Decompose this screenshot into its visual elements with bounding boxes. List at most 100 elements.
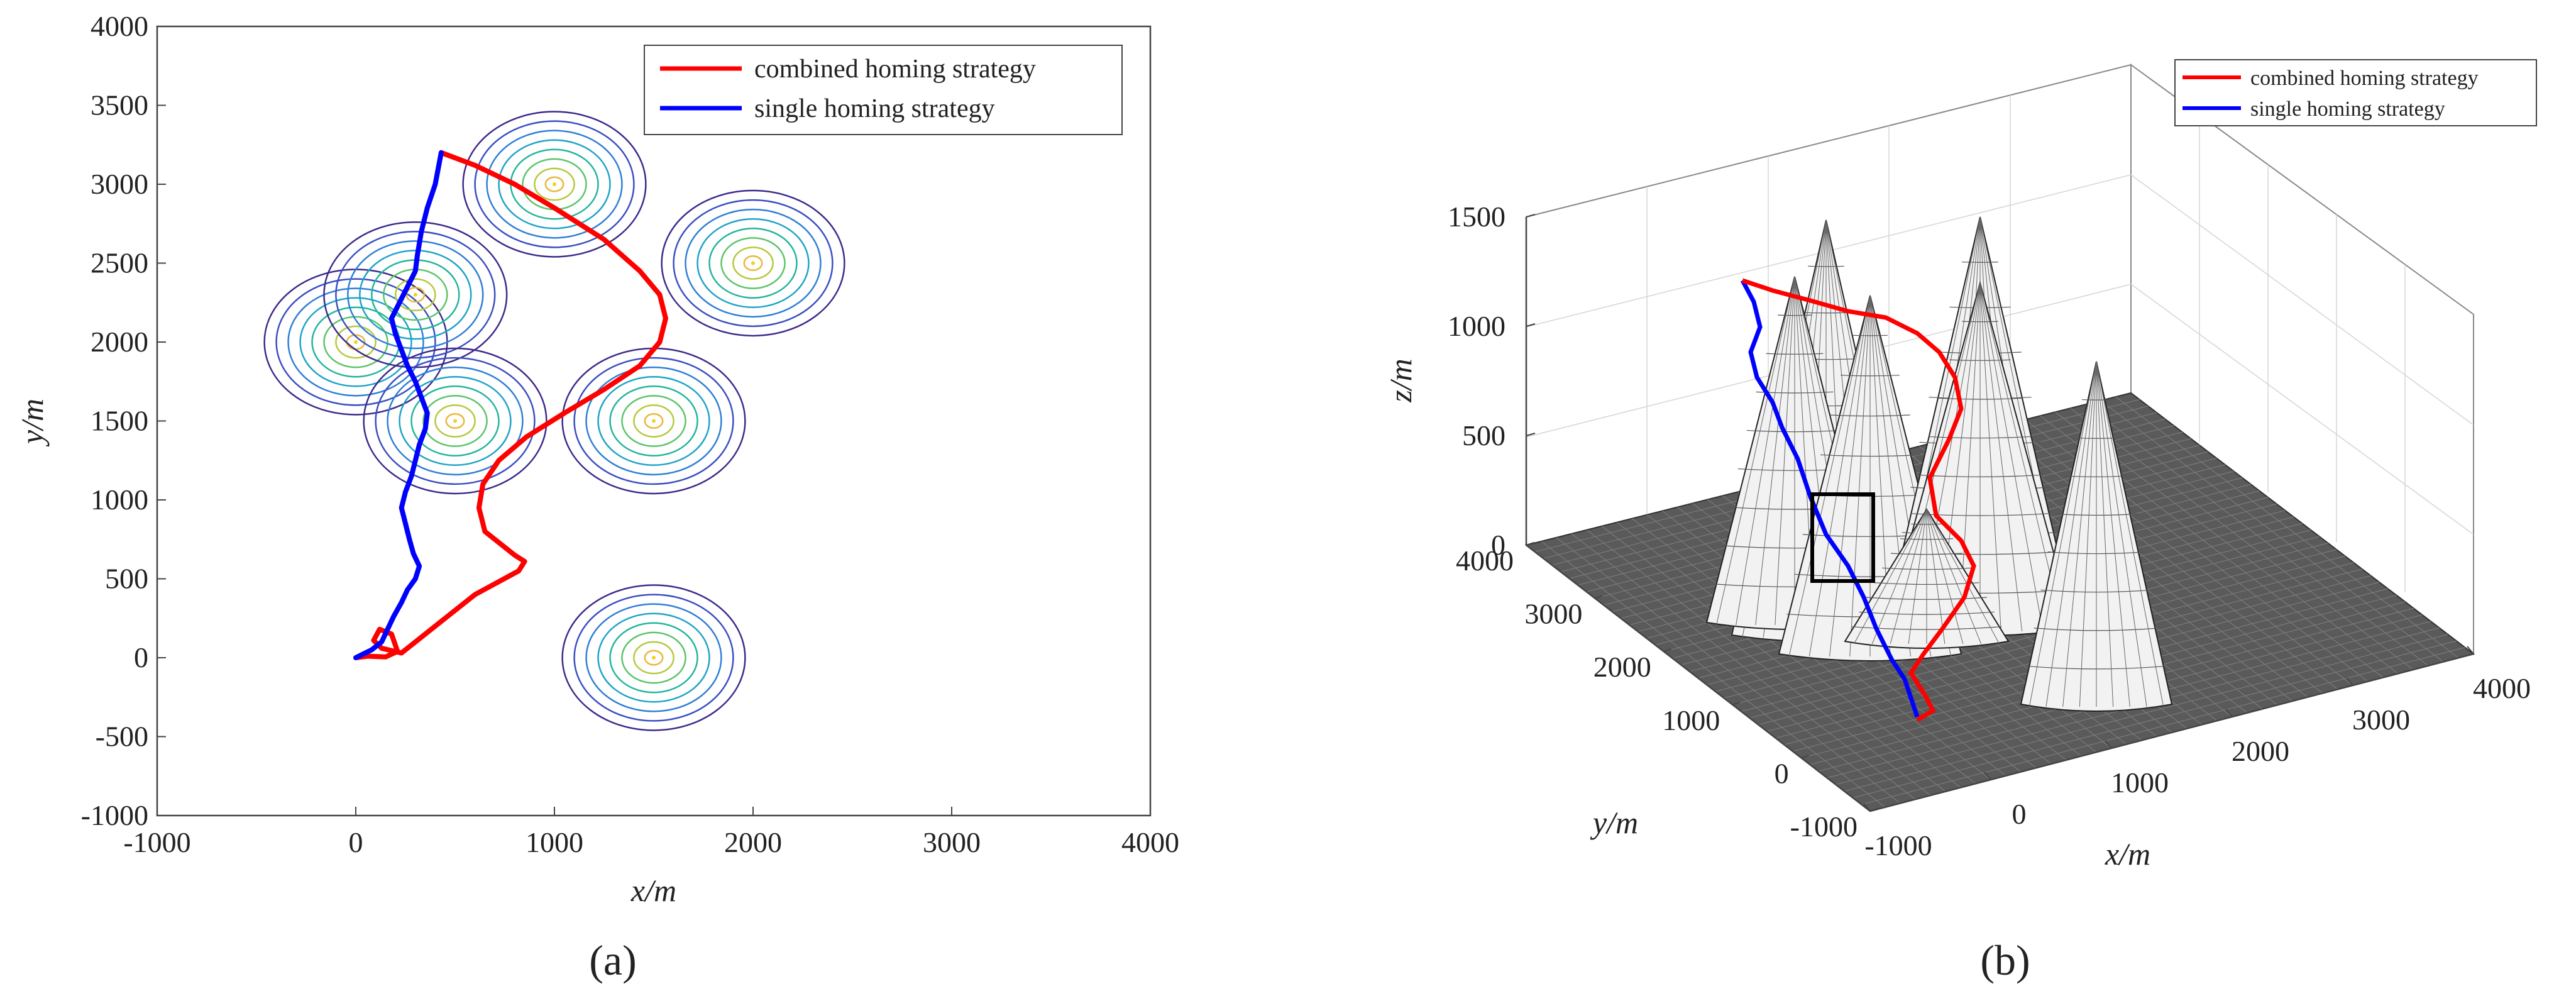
panel-b-mesh-line [1995,426,2338,690]
panel-a-legend: combined homing strategy single homing s… [644,45,1123,135]
panel-a-contour-ring [486,130,623,239]
panel-a-x-tick-label: 4000 [1121,826,1179,858]
panel-a-contour-peak [751,261,755,265]
panel-a-series [353,150,668,660]
panel-b-peak-meridian [1890,509,1927,645]
panel-a-series-single [353,150,444,660]
panel-b-peak-meridian [1926,509,2000,645]
panel-b-z-tick-label: 1500 [1448,201,1505,233]
panel-b-legend-label-combined: combined homing strategy [2250,67,2479,90]
panel-a-label: (a) [589,936,636,984]
panel-b-y-axis-label: y/m [1590,805,1638,840]
panel-a-contour-ring [597,375,710,467]
panel-a-contour-ring [732,246,774,280]
panel-b-legend-box [2174,59,2537,126]
panel-a-contour-peak [413,292,417,297]
panel-b-x-axis-line [1869,653,2474,812]
panel-b-z-tick-mark [1526,433,1536,436]
panel-b-z-tick-label: 1000 [1448,310,1505,342]
panel-b-peak-meridian [1926,509,1982,645]
panel-b-y-tick-mark [1732,701,1741,706]
panel-b-peak-meridian [1871,509,1927,645]
panel-a-y-tick-label: 2000 [91,326,148,358]
panel-a-contour-ring [696,218,810,309]
panel-a-y-tick-label: 1500 [91,405,148,437]
panel-a-y-tick-label: -500 [96,721,148,753]
panel-b-peak-meridian [2079,361,2097,707]
panel-b-surface-chart: -100001000200030004000-10000100020003000… [1383,59,2537,984]
panel-a-contour-ring [585,603,722,712]
panel-a-series-combined [353,150,668,660]
panel-b-peak-meridian [2062,361,2097,707]
panel-b-legend-label-single: single homing strategy [2250,97,2445,121]
panel-b-legend: combined homing strategy single homing s… [2174,59,2537,126]
panel-b-peak [1844,508,2010,649]
panel-b-mesh-line [2010,423,2353,686]
panel-b-peak [2020,361,2173,712]
panel-b-peak-meridian [1829,295,1871,657]
panel-b-x-tick-label: -1000 [1864,829,1932,861]
panel-a-x-tick-label: 0 [349,826,363,858]
panel-b-label: (b) [1980,936,2030,984]
panel-b-mesh-line [2100,400,2444,662]
panel-b-peak-meridian [1808,295,1871,657]
panel-a-contour-ring [323,221,508,368]
panel-b-y-tick-mark [1869,808,1878,812]
panel-b-x-tick-label: 0 [2012,798,2027,830]
panel-b-peak-meridian [1736,276,1795,626]
panel-a-contour-ring [347,240,484,350]
panel-a-contour-ring [335,325,377,359]
panel-b-y-tick-mark [1663,648,1672,653]
panel-b-y-tick-label: 4000 [1456,545,1514,577]
panel-a-contour-ring [743,255,763,272]
panel-a-contour-ring [359,250,472,340]
panel-a-y-tick-label: 1000 [91,484,148,516]
panel-a-contour-ring [387,366,524,476]
panel-a-contour-ring [275,278,436,406]
panel-a-y-tick-label: 2500 [91,247,148,279]
panel-b-mesh-line [2085,404,2429,667]
panel-a-contour-chart: -1000 0 1000 2000 3000 4000 -1000 -500 0 500 1000 1… [14,10,1179,984]
panel-a-contour-peak [453,419,457,423]
panel-a-x-tick-label: 2000 [724,826,782,858]
panel-a-contour-peak [652,419,656,423]
panel-a-contour-ring [673,199,834,328]
panel-a-contour-ring [405,287,426,303]
panel-b-peak-meridian [1849,295,1871,657]
panel-b-peak-meridian [1926,509,1964,645]
panel-a-contour-ring [399,375,512,467]
panel-b-peak-meridian [1775,276,1795,626]
panel-b-peak-meridian [2096,361,2164,707]
panel-b-y-tick-mark [1801,755,1809,759]
panel-b-y-tick-label: 2000 [1593,651,1651,683]
panel-a-contour-ring [498,139,611,230]
panel-b-x-axis-label: x/m [2105,836,2150,872]
panel-a-contour-peak [553,182,556,186]
panel-a-x-axis-label: x/m [630,873,676,908]
panel-a-contour-ring [644,650,664,666]
panel-a-obstacle [561,347,746,495]
panel-a-obstacle [363,347,548,495]
panel-a-contour-ring [621,631,686,684]
panel-a-x-tick-label: -1000 [123,826,190,858]
panel-b-y-tick-mark [1595,595,1603,599]
panel-a-y-tick-label: -1000 [81,799,148,831]
panel-a-contour-ring [573,357,734,485]
panel-a-contour-ring [720,237,786,289]
panel-a-contour-ring [534,167,575,201]
panel-b-x-tick-mark [1863,803,1871,812]
panel-b-mesh-line [1861,647,2465,805]
panel-b-peak-meridian [1926,509,1946,645]
panel-a-contour-ring [544,176,564,192]
panel-a-legend-label-single: single homing strategy [754,94,995,123]
panel-b-series-combined [1741,278,1976,722]
panel-a-contour-ring [462,111,647,258]
panel-b-mesh-line [2070,407,2414,670]
panel-b-highlight-box [1810,492,1875,583]
panel-b-mesh-line [1852,640,2457,799]
panel-a-contour-ring [633,641,674,675]
panel-b-x-tick-mark [2225,709,2233,717]
panel-b-z-tick-label: 0 [1491,529,1505,561]
panel-b-ticks: -100001000200030004000-10000100020003000… [1448,201,2531,861]
panel-a-contour-ring [474,120,635,248]
